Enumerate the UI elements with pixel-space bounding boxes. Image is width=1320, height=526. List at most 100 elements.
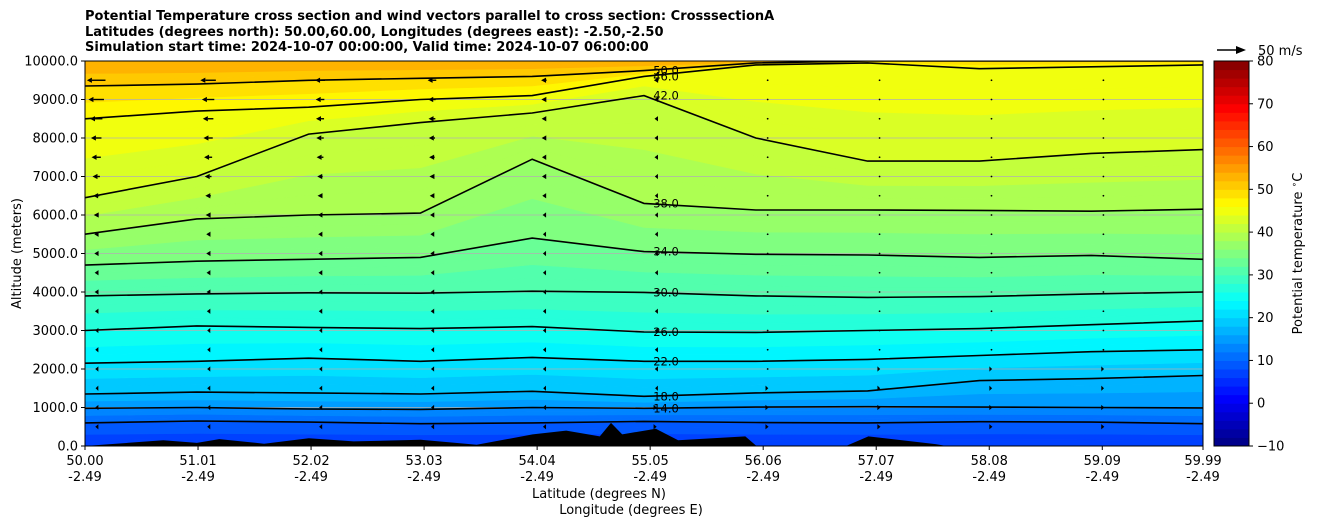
wind-arrowhead [430,270,435,276]
colorbar-band [1214,266,1249,276]
wind-vector [653,404,657,411]
contour-label: 34.0 [653,245,679,259]
wind-vector [542,193,547,199]
wind-vector [94,270,99,276]
wind-vector [990,175,993,178]
wind-vector [766,156,769,159]
contour-label: 38.0 [653,196,679,210]
wind-vector [1102,175,1105,178]
wind-vector [429,154,435,160]
wind-arrowhead [315,116,321,122]
x-tick-label-lon: -2.49 [407,470,441,485]
wind-vector [430,212,435,218]
wind-vector [318,289,323,295]
wind-vector [654,327,658,334]
wind-arrowhead [542,404,547,411]
colorbar-tick-label: 20 [1257,311,1274,326]
wind-vector [766,194,769,197]
wind-vector [430,270,435,276]
wind-vector [88,96,104,103]
wind-vector [766,348,769,351]
wind-vector [877,366,881,372]
wind-vector [89,116,103,122]
wind-vector [878,117,881,120]
wind-vector [91,154,101,160]
wind-vector [207,327,211,334]
wind-arrowhead [205,193,211,199]
y-axis: 0.0 1000.0 2000.0 3000.0 4000.0 5000.0 6000.0 7… [24,55,85,455]
wind-arrowhead [94,308,99,314]
wind-vector [86,77,106,83]
wind-vector [428,96,436,103]
contour-line [85,237,1203,266]
wind-arrowhead [542,289,547,295]
wind-vector [1102,98,1105,101]
colorbar-band [1214,95,1249,105]
wind-arrowhead [95,347,99,353]
wind-vector [1102,79,1105,82]
wind-vector [206,289,211,295]
wind-vector [654,308,658,314]
wind-vector [318,270,323,276]
wind-vector [430,424,435,430]
y-tick-label: 8000.0 [33,132,79,147]
contour-label: 14.0 [653,401,679,415]
wind-vector [315,116,325,122]
wind-vector [654,116,658,122]
x-tick-label-lat: 59.99 [1184,454,1221,469]
x-tick-label-lat: 58.08 [971,454,1008,469]
wind-vector [766,214,769,216]
wind-vector [878,271,881,274]
wind-arrowhead [207,366,211,372]
contour-lines: 14.018.0 22.0 26.0 30.0 34.0 38.0 42.0 46.050.0 [85,61,1203,425]
wind-arrowhead [317,212,323,218]
wind-arrowhead [318,250,323,257]
wind-vector [316,154,324,160]
wind-vectors [86,77,1105,430]
wind-arrowhead [653,77,659,83]
wind-vector [654,270,658,276]
terrain-silhouette [85,422,1203,446]
y-tick-label: 3000.0 [33,324,79,339]
wind-vector [990,79,993,82]
wind-vector [766,79,769,82]
colorbar-band [1214,61,1249,71]
wind-arrowhead [315,96,321,103]
colorbar-band [1214,300,1249,310]
wind-vector [205,193,211,199]
wind-arrowhead [877,404,881,411]
wind-vector [542,231,547,237]
wind-vector [877,404,881,411]
wind-vector [542,270,547,276]
x-axis-label-lon: Longitude (degrees E) [559,503,703,518]
temperature-band [85,61,1203,68]
wind-vector [654,366,658,372]
wind-vector [319,385,323,391]
wind-vector [95,347,99,353]
wind-vector [206,231,211,237]
wind-arrowhead [315,77,321,83]
wind-arrowhead [542,366,547,372]
wind-arrowhead [765,404,769,411]
wind-arrowhead [655,385,658,391]
wind-vector [543,385,546,391]
colorbar-band [1214,129,1249,139]
wind-arrowhead [207,424,211,430]
wind-arrowhead [316,135,322,141]
contour-label: 18.0 [653,389,679,403]
wind-vector [90,135,102,141]
wind-vector [206,270,211,276]
colorbar-tick-label: 10 [1257,354,1274,369]
wind-vector [430,347,435,353]
x-tick-label-lat: 50.00 [66,454,103,469]
wind-arrowhead [654,96,659,103]
colorbar-tick-label: 70 [1257,97,1274,112]
wind-vector [95,404,99,411]
wind-arrowhead [319,366,323,372]
contour-line [85,349,1203,364]
colorbar-band [1214,78,1249,88]
wind-arrowhead [93,212,99,218]
wind-vector [318,231,323,237]
y-tick-label: 0.0 [57,440,78,455]
wind-vector [428,116,436,122]
